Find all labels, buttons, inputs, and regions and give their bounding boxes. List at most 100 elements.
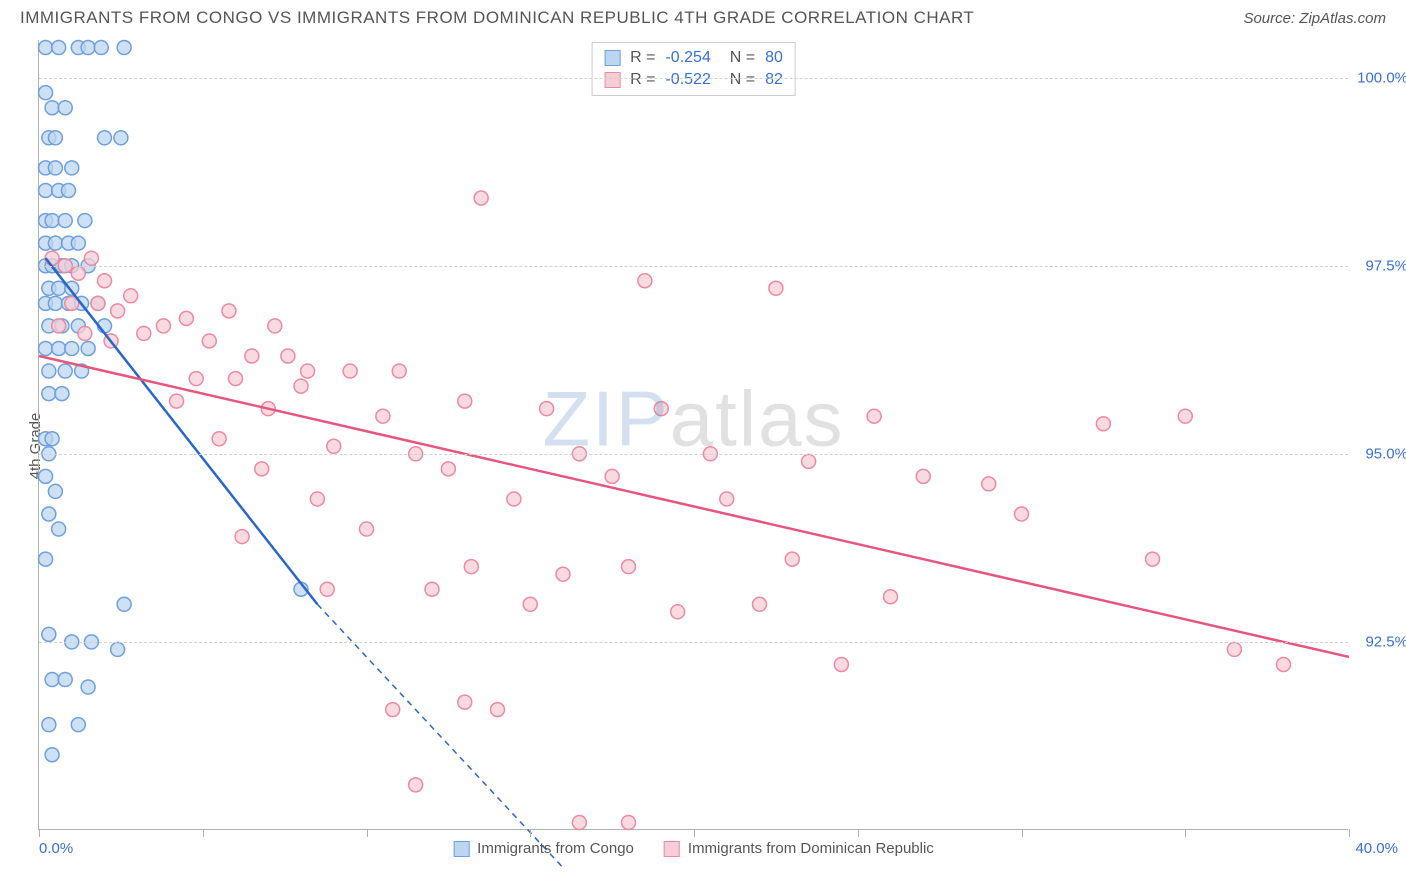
legend-swatch-congo bbox=[453, 841, 469, 857]
data-point bbox=[58, 673, 72, 687]
data-point bbox=[91, 296, 105, 310]
stats-swatch-congo bbox=[604, 50, 620, 66]
data-point bbox=[71, 718, 85, 732]
data-point bbox=[45, 251, 59, 265]
data-point bbox=[441, 462, 455, 476]
data-point bbox=[45, 748, 59, 762]
data-point bbox=[392, 364, 406, 378]
data-point bbox=[52, 319, 66, 333]
data-point bbox=[294, 379, 308, 393]
data-point bbox=[98, 274, 112, 288]
data-point bbox=[638, 274, 652, 288]
data-point bbox=[785, 552, 799, 566]
data-point bbox=[45, 432, 59, 446]
data-point bbox=[48, 161, 62, 175]
data-point bbox=[111, 642, 125, 656]
data-point bbox=[71, 236, 85, 250]
legend: Immigrants from Congo Immigrants from Do… bbox=[453, 840, 934, 857]
data-point bbox=[114, 131, 128, 145]
data-point bbox=[52, 522, 66, 536]
data-point bbox=[425, 582, 439, 596]
data-point bbox=[65, 161, 79, 175]
data-point bbox=[39, 41, 53, 55]
data-point bbox=[45, 673, 59, 687]
data-point bbox=[982, 477, 996, 491]
data-point bbox=[42, 507, 56, 521]
data-point bbox=[81, 41, 95, 55]
data-point bbox=[39, 183, 53, 197]
data-point bbox=[71, 266, 85, 280]
data-point bbox=[360, 522, 374, 536]
data-point bbox=[769, 281, 783, 295]
y-tick-label: 95.0% bbox=[1365, 445, 1406, 462]
data-point bbox=[117, 597, 131, 611]
stats-swatch-dominican bbox=[604, 72, 620, 88]
chart-title: IMMIGRANTS FROM CONGO VS IMMIGRANTS FROM… bbox=[20, 8, 974, 28]
data-point bbox=[556, 567, 570, 581]
data-point bbox=[310, 492, 324, 506]
data-point bbox=[281, 349, 295, 363]
data-point bbox=[45, 101, 59, 115]
data-point bbox=[867, 409, 881, 423]
x-tick bbox=[530, 829, 531, 837]
trend-line bbox=[46, 258, 318, 604]
x-tick bbox=[203, 829, 204, 837]
data-point bbox=[523, 597, 537, 611]
data-point bbox=[98, 131, 112, 145]
data-point bbox=[654, 402, 668, 416]
y-tick-label: 92.5% bbox=[1365, 633, 1406, 650]
data-point bbox=[834, 657, 848, 671]
gridline bbox=[39, 642, 1348, 643]
data-point bbox=[65, 341, 79, 355]
scatter-svg bbox=[39, 40, 1348, 829]
data-point bbox=[671, 605, 685, 619]
source-label: Source: ZipAtlas.com bbox=[1243, 10, 1386, 27]
legend-item-congo: Immigrants from Congo bbox=[453, 840, 634, 857]
data-point bbox=[458, 394, 472, 408]
data-point bbox=[111, 304, 125, 318]
x-tick bbox=[367, 829, 368, 837]
x-axis-min-label: 0.0% bbox=[39, 840, 73, 857]
x-tick bbox=[1022, 829, 1023, 837]
data-point bbox=[255, 462, 269, 476]
data-point bbox=[39, 86, 53, 100]
data-point bbox=[94, 41, 108, 55]
data-point bbox=[61, 183, 75, 197]
data-point bbox=[39, 469, 53, 483]
data-point bbox=[170, 394, 184, 408]
x-axis-max-label: 40.0% bbox=[1355, 840, 1398, 857]
y-tick-label: 97.5% bbox=[1365, 257, 1406, 274]
gridline bbox=[39, 266, 1348, 267]
data-point bbox=[42, 627, 56, 641]
data-point bbox=[1178, 409, 1192, 423]
data-point bbox=[802, 454, 816, 468]
data-point bbox=[156, 319, 170, 333]
data-point bbox=[45, 214, 59, 228]
x-tick bbox=[858, 829, 859, 837]
x-tick bbox=[39, 829, 40, 837]
data-point bbox=[81, 680, 95, 694]
data-point bbox=[189, 372, 203, 386]
data-point bbox=[235, 530, 249, 544]
data-point bbox=[1096, 417, 1110, 431]
data-point bbox=[491, 703, 505, 717]
data-point bbox=[301, 364, 315, 378]
data-point bbox=[916, 469, 930, 483]
data-point bbox=[222, 304, 236, 318]
correlation-stats-box: R = -0.254 N = 80 R = -0.522 N = 82 bbox=[591, 42, 796, 96]
data-point bbox=[458, 695, 472, 709]
data-point bbox=[540, 402, 554, 416]
data-point bbox=[464, 560, 478, 574]
data-point bbox=[409, 778, 423, 792]
gridline bbox=[39, 78, 1348, 79]
data-point bbox=[622, 560, 636, 574]
data-point bbox=[884, 590, 898, 604]
data-point bbox=[1277, 657, 1291, 671]
legend-swatch-dominican bbox=[664, 841, 680, 857]
data-point bbox=[605, 469, 619, 483]
x-tick bbox=[694, 829, 695, 837]
data-point bbox=[386, 703, 400, 717]
data-point bbox=[720, 492, 734, 506]
data-point bbox=[78, 214, 92, 228]
data-point bbox=[572, 815, 586, 829]
